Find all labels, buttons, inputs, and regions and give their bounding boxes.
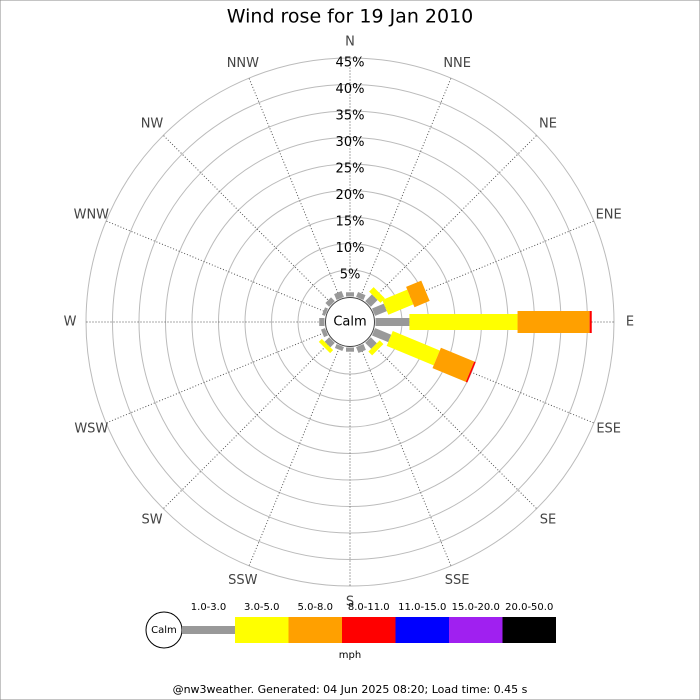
bar-segment <box>368 340 384 356</box>
bar-segment <box>334 291 344 300</box>
spoke <box>359 77 452 299</box>
spoke <box>359 345 452 567</box>
legend-swatch <box>235 617 289 643</box>
bar-segment <box>346 292 354 297</box>
legend-swatch <box>288 617 342 643</box>
direction-label: S <box>346 595 354 610</box>
legend-swatch <box>342 617 396 643</box>
bar-segment <box>386 331 440 366</box>
calm-label: Calm <box>333 315 366 330</box>
direction-label: NW <box>141 117 164 132</box>
chart-title: Wind rose for 19 Jan 2010 <box>227 6 474 28</box>
grid-ring <box>85 57 615 587</box>
direction-label: E <box>626 315 634 330</box>
bar-segment <box>346 347 354 352</box>
bar-segment <box>465 361 476 383</box>
direction-label: SSW <box>228 573 258 588</box>
direction-label: N <box>345 35 355 50</box>
bar-segment <box>517 311 590 333</box>
direction-label: W <box>64 315 77 330</box>
legend-label: 11.0-15.0 <box>398 602 446 613</box>
bar-segment <box>356 292 366 300</box>
spoke <box>105 331 327 424</box>
unit-label: mph <box>339 650 361 661</box>
bar-segment <box>382 289 414 315</box>
direction-label: WSW <box>74 422 108 437</box>
direction-label: ESE <box>596 422 621 437</box>
r-tick-label: 35% <box>336 109 365 124</box>
r-tick-label: 5% <box>340 268 361 283</box>
direction-label: NE <box>539 117 557 132</box>
legend-label: 5.0-8.0 <box>298 602 333 613</box>
spoke <box>367 134 538 305</box>
bar-segment <box>432 347 475 382</box>
r-tick-label: 10% <box>336 241 365 256</box>
direction-label: ENE <box>596 207 622 222</box>
legend-label: 3.0-5.0 <box>244 602 279 613</box>
legend-label: 15.0-20.0 <box>452 602 500 613</box>
calm-circle <box>325 297 375 347</box>
r-tick-label: 15% <box>336 215 365 230</box>
footer: @nw3weather. Generated: 04 Jun 2025 08:2… <box>173 683 528 696</box>
legend-swatch <box>502 617 556 643</box>
bar-segment <box>589 311 592 333</box>
legend-swatch <box>395 617 449 643</box>
legend-label: 1.0-3.0 <box>191 602 226 613</box>
r-tick-label: 45% <box>336 56 365 71</box>
bar-segment <box>369 287 385 303</box>
spoke <box>248 345 341 567</box>
bar-segment <box>356 344 366 353</box>
bar-segment <box>372 303 387 316</box>
bar-segment <box>409 314 518 330</box>
r-tick-label: 40% <box>336 82 365 97</box>
spoke <box>162 339 333 510</box>
spoke <box>367 339 538 510</box>
legend-label: 8.0-11.0 <box>348 602 390 613</box>
direction-label: SSE <box>445 573 470 588</box>
bar-segment <box>365 337 377 349</box>
bar-segment <box>324 337 335 348</box>
bar-segment <box>365 294 378 307</box>
spoke <box>248 77 341 299</box>
legend-swatch <box>449 617 503 643</box>
bar-segment <box>319 318 325 326</box>
legend-calm-label: Calm <box>151 625 177 636</box>
legend-label: 20.0-50.0 <box>505 602 553 613</box>
direction-label: NNW <box>227 56 259 71</box>
bar-segment <box>318 338 334 354</box>
bar-segment <box>321 307 328 316</box>
bar-segment <box>334 344 344 352</box>
direction-label: WNW <box>74 207 110 222</box>
r-tick-label: 30% <box>336 135 365 150</box>
legend-swatch <box>182 626 235 634</box>
bar-segment <box>372 328 392 343</box>
direction-label: SW <box>141 512 162 527</box>
bar-segment <box>320 328 328 338</box>
bar-segment <box>375 318 410 326</box>
bar-segment <box>406 280 430 308</box>
bar-segment <box>325 297 335 307</box>
spoke <box>105 220 327 313</box>
direction-label: NNE <box>443 56 471 71</box>
spoke <box>162 134 333 305</box>
r-tick-label: 25% <box>336 162 365 177</box>
direction-label: SE <box>540 512 556 527</box>
r-tick-label: 20% <box>336 188 365 203</box>
